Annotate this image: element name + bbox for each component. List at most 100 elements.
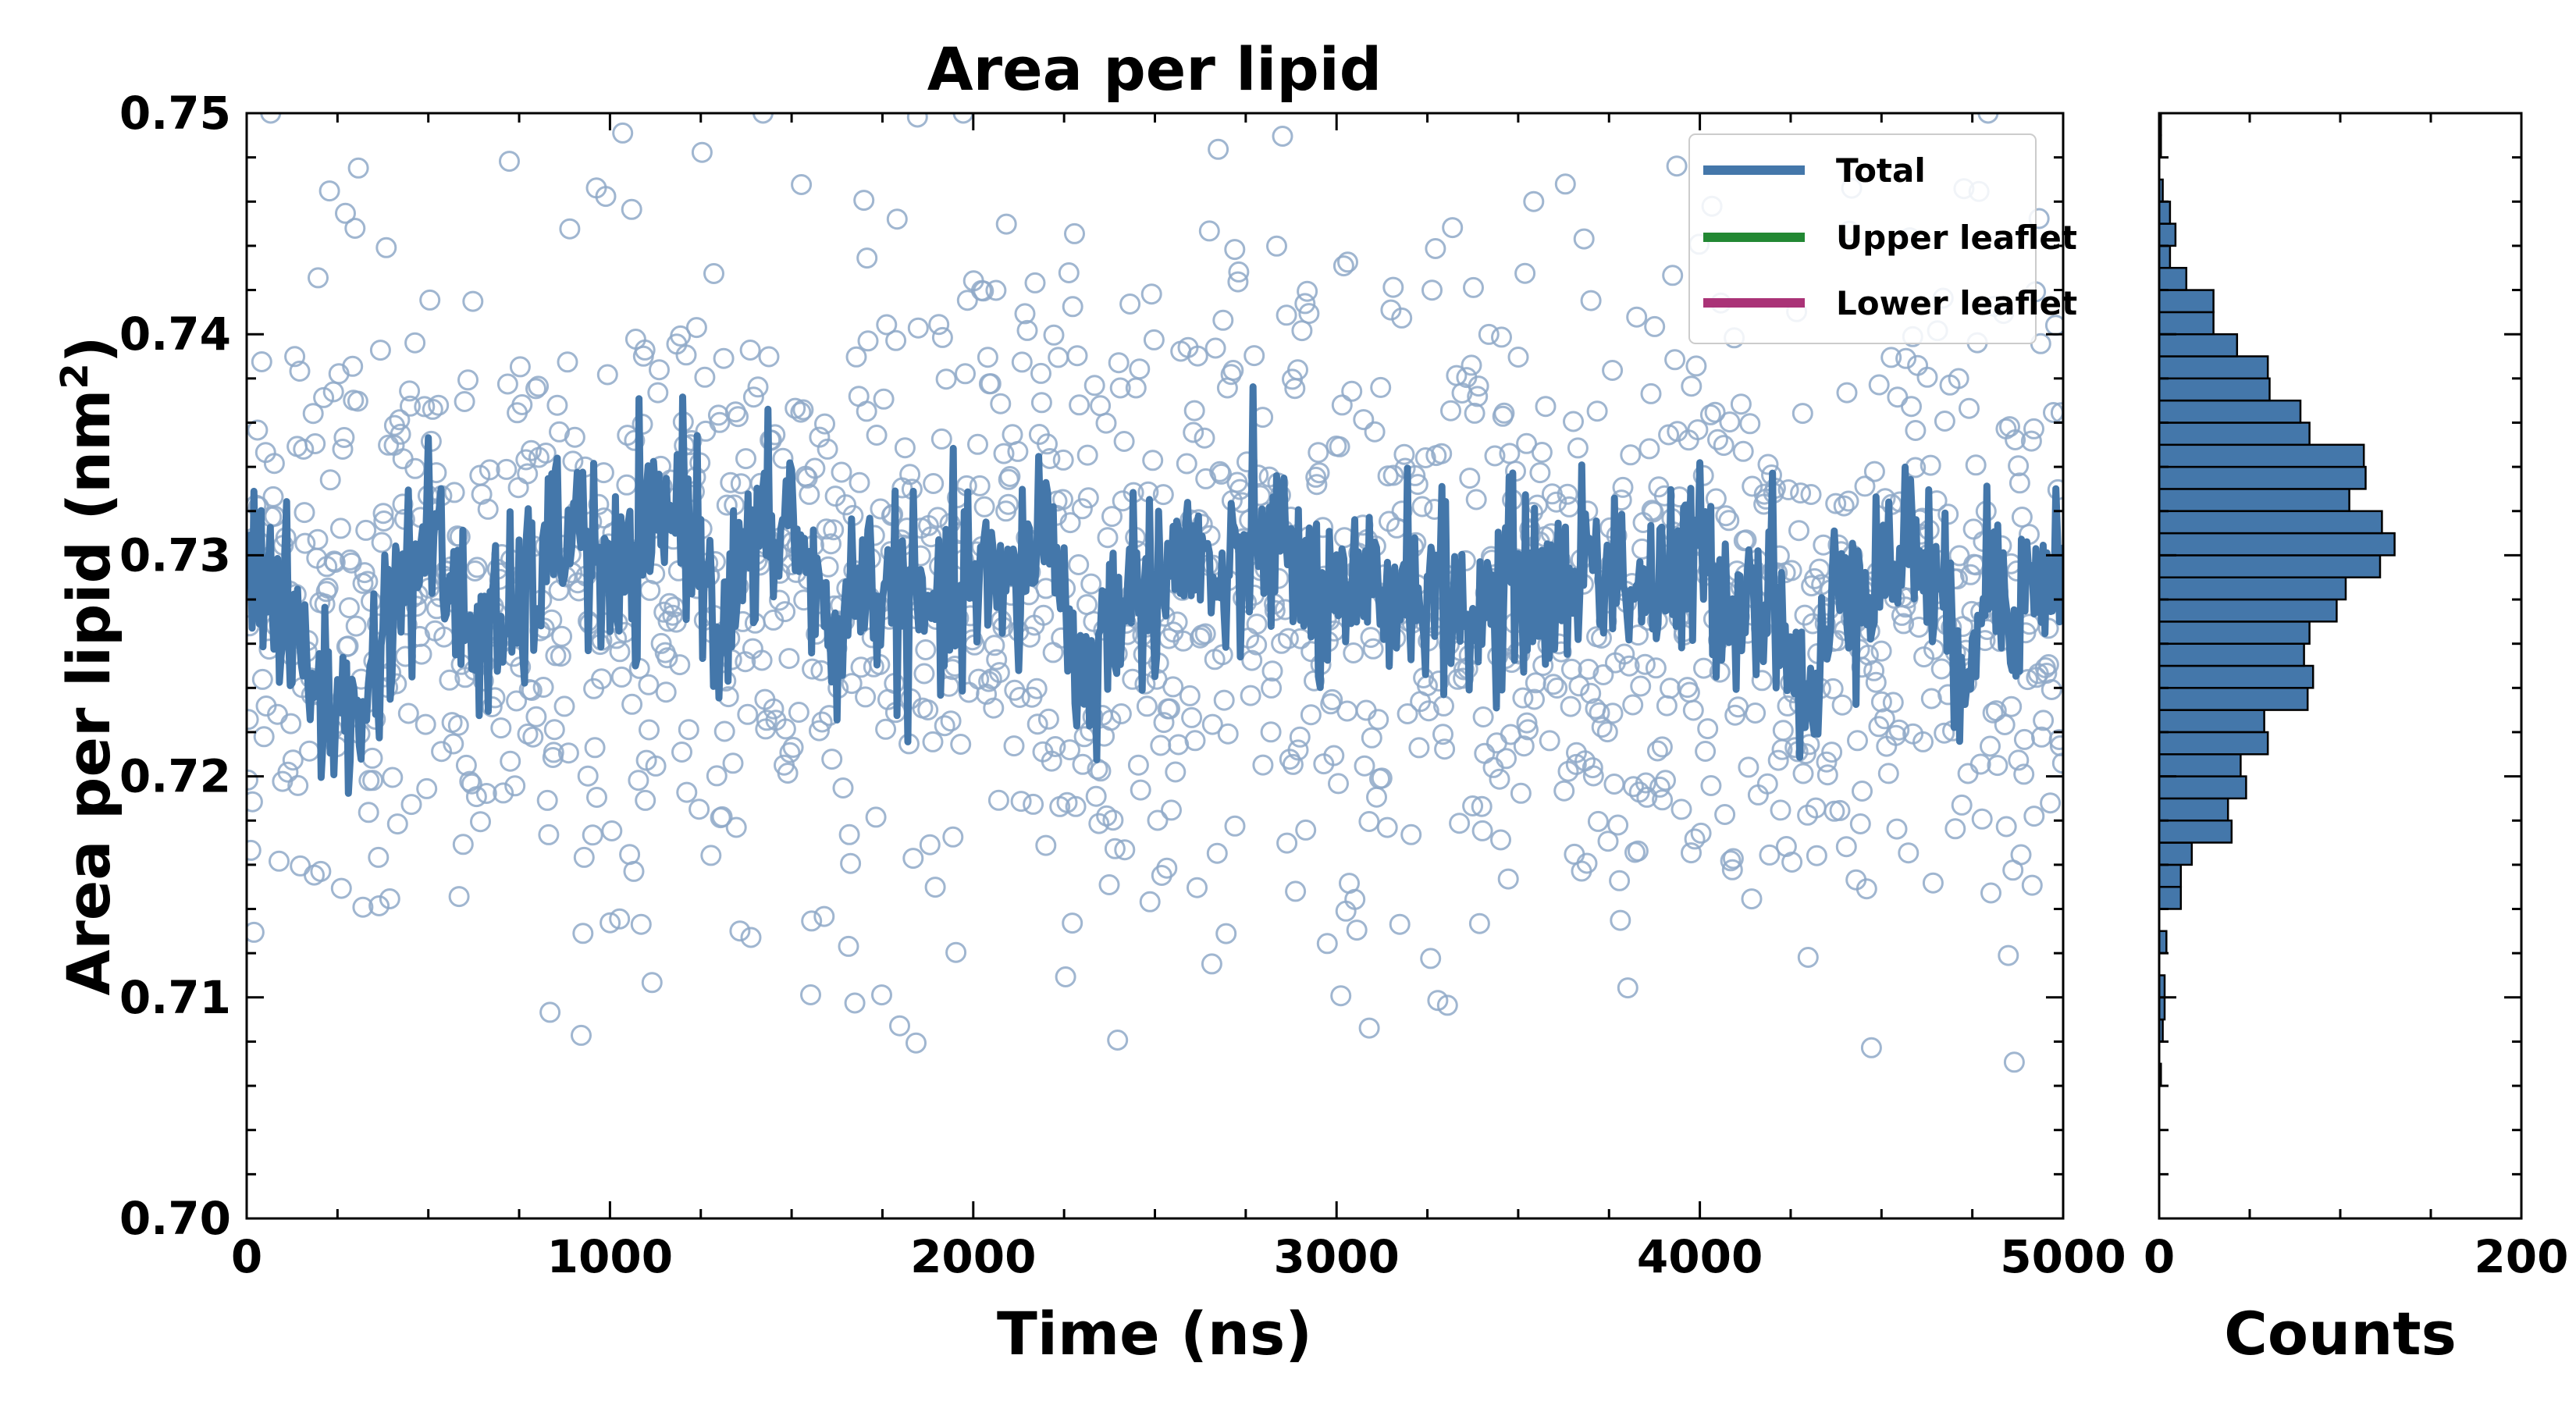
y-tick-label: 0.71 bbox=[119, 971, 231, 1024]
scatter-point bbox=[1421, 279, 1443, 301]
scatter-point bbox=[1531, 442, 1553, 463]
scatter-point bbox=[1759, 844, 1781, 866]
scatter-point bbox=[472, 670, 494, 692]
scatter-point bbox=[1227, 271, 1249, 293]
legend-box bbox=[1688, 133, 2037, 344]
scatter-point bbox=[782, 737, 804, 758]
scatter-point bbox=[2008, 472, 2030, 494]
scatter-point bbox=[735, 448, 756, 470]
scatter-point bbox=[1260, 721, 1282, 743]
scatter-point bbox=[688, 799, 710, 820]
scatter-point bbox=[1854, 475, 1876, 497]
scatter-point bbox=[1582, 765, 1604, 787]
histogram-bar bbox=[2158, 333, 2239, 357]
scatter-point bbox=[1948, 368, 1969, 389]
scatter-point bbox=[397, 702, 419, 724]
scatter-point bbox=[1102, 809, 1124, 831]
scatter-point bbox=[1467, 386, 1489, 407]
scatter-point bbox=[857, 330, 879, 352]
scatter-point bbox=[509, 356, 531, 378]
scatter-point bbox=[1109, 377, 1131, 399]
scatter-point bbox=[1587, 810, 1609, 832]
x-tick-label: 1000 bbox=[547, 1230, 673, 1283]
scatter-point bbox=[1847, 730, 1868, 752]
scatter-point bbox=[1720, 850, 1742, 872]
scatter-point bbox=[457, 369, 479, 391]
scatter-point bbox=[685, 317, 707, 339]
scatter-point bbox=[1553, 780, 1575, 802]
scatter-point bbox=[465, 786, 487, 808]
histogram-bar bbox=[2158, 731, 2269, 756]
scatter-point bbox=[800, 984, 821, 1005]
scatter-point bbox=[799, 483, 820, 505]
scatter-point bbox=[1662, 265, 1684, 286]
scatter-point bbox=[521, 680, 543, 701]
scatter-point bbox=[1995, 816, 2017, 838]
scatter-point bbox=[917, 699, 939, 720]
x-tick-label: 2000 bbox=[910, 1230, 1036, 1283]
scatter-point bbox=[1323, 745, 1345, 767]
x-axis-label: Time (ns) bbox=[997, 1299, 1312, 1368]
hist-x-axis-label: Counts bbox=[2224, 1299, 2457, 1368]
scatter-point bbox=[1129, 358, 1151, 380]
scatter-point bbox=[1567, 437, 1589, 459]
scatter-point bbox=[987, 789, 1009, 811]
scatter-point bbox=[609, 641, 631, 663]
scatter-point bbox=[1471, 820, 1493, 841]
scatter-point bbox=[1072, 753, 1094, 775]
scatter-point bbox=[1821, 742, 1843, 763]
scatter-point bbox=[1580, 290, 1602, 311]
scatter-point bbox=[1546, 678, 1568, 699]
scatter-point bbox=[1276, 304, 1297, 326]
scatter-point bbox=[287, 774, 309, 796]
scatter-point bbox=[623, 860, 645, 882]
scatter-point bbox=[675, 344, 697, 366]
scatter-point bbox=[1037, 708, 1059, 730]
scatter-point bbox=[756, 710, 777, 731]
hist-x-tick-label: 200 bbox=[2474, 1230, 2568, 1283]
scatter-point bbox=[1687, 419, 1709, 441]
scatter-point bbox=[1276, 832, 1298, 854]
scatter-point bbox=[1721, 859, 1743, 880]
scatter-point bbox=[2040, 792, 2062, 814]
scatter-point bbox=[790, 401, 812, 423]
histogram-bar bbox=[2158, 488, 2350, 512]
scatter-point bbox=[2021, 874, 2043, 896]
scatter-point bbox=[1011, 351, 1033, 373]
scatter-point bbox=[562, 450, 584, 472]
scatter-point bbox=[1442, 217, 1464, 239]
scatter-point bbox=[801, 910, 823, 932]
scatter-point bbox=[1427, 990, 1449, 1012]
scatter-point bbox=[769, 589, 790, 611]
histogram-bar bbox=[2158, 885, 2183, 910]
scatter-point bbox=[1201, 953, 1222, 975]
scatter-point bbox=[1014, 303, 1036, 325]
scatter-point bbox=[931, 326, 953, 348]
scatter-point bbox=[1071, 498, 1093, 520]
scatter-point bbox=[990, 393, 1012, 414]
scatter-point bbox=[995, 213, 1017, 235]
scatter-point bbox=[1010, 791, 1032, 813]
scatter-point bbox=[1586, 400, 1608, 422]
scatter-point bbox=[1461, 354, 1482, 376]
scatter-point bbox=[1635, 772, 1656, 794]
scatter-point bbox=[1865, 671, 1887, 693]
x-tick-label: 0 bbox=[231, 1230, 262, 1283]
scatter-point bbox=[1529, 462, 1551, 484]
scatter-point bbox=[337, 635, 359, 657]
scatter-point bbox=[1856, 878, 1877, 900]
scatter-point bbox=[1261, 677, 1283, 699]
scatter-point bbox=[294, 502, 315, 524]
scatter-point bbox=[1194, 427, 1215, 449]
scatter-point bbox=[1024, 272, 1046, 293]
scatter-point bbox=[774, 718, 796, 740]
y-tick-label: 0.73 bbox=[119, 528, 231, 582]
x-tick-label: 5000 bbox=[2000, 1230, 2126, 1283]
scatter-point bbox=[1058, 262, 1080, 283]
scatter-point bbox=[1622, 694, 1644, 716]
scatter-point bbox=[1880, 347, 1902, 368]
scatter-point bbox=[1246, 614, 1268, 635]
scatter-point bbox=[1209, 461, 1231, 482]
scatter-point bbox=[1030, 392, 1052, 414]
scatter-point bbox=[1920, 454, 1941, 476]
